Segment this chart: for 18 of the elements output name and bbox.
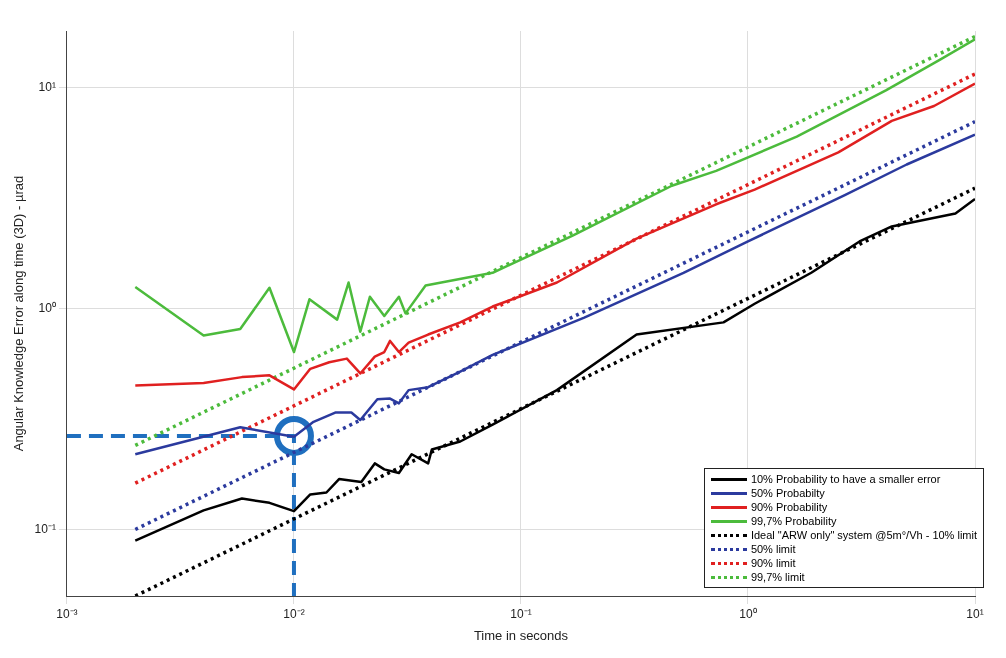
legend-label: 99,7% limit [750, 570, 805, 584]
y-tick-label: 10⁰ [38, 300, 56, 315]
legend-label: 99,7% Probability [750, 514, 837, 528]
x-tick-label: 10⁻² [283, 606, 305, 621]
y-axis-title: Angular Knowledge Error along time (3D) - µrad [11, 175, 27, 452]
legend-label: 90% Probability [750, 500, 828, 514]
x-tick-label: 10¹ [966, 606, 984, 621]
y-tick-label: 10¹ [38, 79, 56, 94]
x-tick-label: 10⁻¹ [510, 606, 532, 621]
x-axis-title: Time in seconds [473, 627, 569, 643]
x-tick-label: 10⁰ [739, 606, 757, 621]
legend-label: 10% Probability to have a smaller error [750, 472, 941, 486]
legend-label: 50% Probabilty [750, 486, 825, 500]
legend-label: Ideal "ARW only" system @5m°/Vh - 10% limit [750, 528, 977, 542]
x-tick-label: 10⁻³ [56, 606, 78, 621]
legend-label: 90% limit [750, 556, 796, 570]
legend-label: 50% limit [750, 542, 796, 556]
y-tick-label: 10⁻¹ [34, 521, 56, 536]
